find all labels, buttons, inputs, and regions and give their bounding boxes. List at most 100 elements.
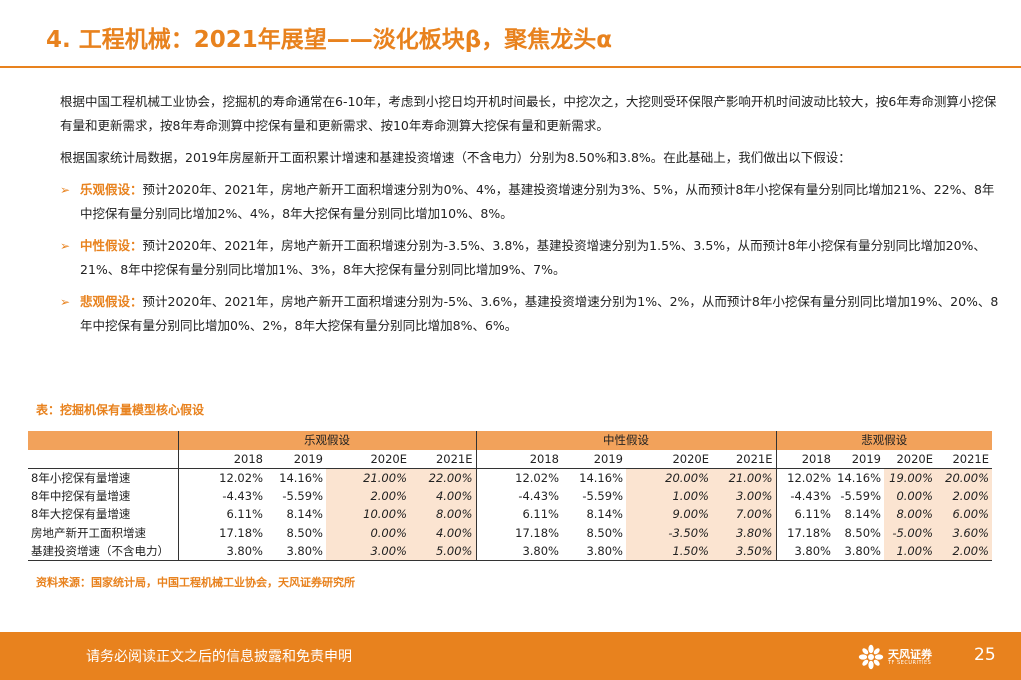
table-cell: -4.43% bbox=[475, 486, 562, 505]
footer-bar: 请务必阅读正文之后的信息披露和免责申明 天风证券 TF SECURITIES 2… bbox=[0, 632, 1021, 680]
paragraph-statistics: 根据国家统计局数据，2019年房屋新开工面积累计增速和基建投资增速（不含电力）分… bbox=[60, 150, 851, 165]
table-cell: 3.00% bbox=[712, 486, 776, 505]
table-cell: 21.00% bbox=[326, 468, 410, 487]
table-cell: 19.00% bbox=[884, 468, 936, 487]
scenario-optimistic-header: 乐观假设 bbox=[177, 431, 476, 450]
table-cell: 8.50% bbox=[844, 525, 881, 540]
table-cell: 8.50% bbox=[286, 525, 323, 540]
table-cell: 1.50% bbox=[626, 542, 712, 561]
table-cell: 6.11% bbox=[177, 505, 266, 524]
year-header: 2018 bbox=[775, 449, 834, 469]
header-blank bbox=[28, 431, 178, 450]
table-cell: -4.43% bbox=[775, 486, 834, 505]
table-cell: 17.18% bbox=[775, 523, 834, 542]
flower-logo-icon bbox=[858, 644, 884, 670]
row-label: 8年中挖保有量增速 bbox=[31, 488, 131, 503]
table-body: 8年小挖保有量增速 12.02% 14.16% 21.00% 22.00% 12.02% 1… bbox=[28, 468, 992, 561]
table-cell: 4.00% bbox=[410, 523, 476, 542]
table-cell: 8.50% bbox=[586, 525, 623, 540]
table-cell: -4.43% bbox=[177, 486, 266, 505]
bullet-lead: 悲观假设： bbox=[80, 294, 143, 309]
logo-subtext: TF SECURITIES bbox=[888, 660, 932, 666]
table-cell: 12.02% bbox=[775, 468, 834, 487]
table-cell: 2.00% bbox=[936, 486, 992, 505]
body-text: 根据中国工程机械工业协会，挖掘机的寿命通常在6-10年，考虑到小挖日均开机时间最… bbox=[60, 90, 1000, 346]
table-cell: 0.00% bbox=[884, 486, 936, 505]
logo-text: 天风证券 bbox=[888, 648, 932, 661]
scenario-neutral-header: 中性假设 bbox=[475, 431, 776, 450]
table-source: 资料来源：国家统计局，中国工程机械工业协会，天风证券研究所 bbox=[36, 576, 355, 589]
table-cell: -3.50% bbox=[626, 523, 712, 542]
table-cell: 4.00% bbox=[410, 486, 476, 505]
assumption-table: 乐观假设 中性假设 悲观假设 2018 2019 2020E 2021E 201… bbox=[28, 431, 992, 561]
table-cell: 8.14% bbox=[286, 507, 323, 522]
table-cell: 1.00% bbox=[884, 542, 936, 561]
table-row: 基建投资增速（不含电力） 3.80% 3.80% 3.00% 5.00% 3.80% 3.8… bbox=[28, 542, 992, 561]
table-cell: -5.59% bbox=[840, 488, 881, 503]
table-cell: 17.18% bbox=[177, 523, 266, 542]
table-cell: 9.00% bbox=[626, 505, 712, 524]
year-header: 2019 bbox=[834, 449, 884, 469]
table-cell: 3.80% bbox=[562, 542, 626, 561]
company-logo: 天风证券 TF SECURITIES bbox=[858, 642, 948, 672]
table-row: 8年小挖保有量增速 12.02% 14.16% 21.00% 22.00% 12.02% 1… bbox=[28, 468, 992, 487]
table-cell: 6.11% bbox=[475, 505, 562, 524]
title-divider bbox=[0, 66, 1021, 68]
row-label: 房地产新开工面积增速 bbox=[31, 525, 146, 540]
row-label: 8年大挖保有量增速 bbox=[31, 507, 131, 522]
page-title: 4. 工程机械：2021年展望——淡化板块β，聚焦龙头α bbox=[46, 27, 613, 53]
table-cell: 7.00% bbox=[712, 505, 776, 524]
table-cell: 14.16% bbox=[579, 470, 623, 485]
year-header: 2021E bbox=[936, 449, 992, 469]
year-header: 2018 bbox=[475, 449, 562, 469]
table-cell: 12.02% bbox=[177, 468, 266, 487]
year-header: 2018 bbox=[177, 449, 266, 469]
table-cell: 3.80% bbox=[834, 542, 884, 561]
table-row: 房地产新开工面积增速 17.18% 8.50% 0.00% 4.00% 17.18% 8.5… bbox=[28, 523, 992, 542]
year-header: 2020E bbox=[326, 449, 410, 469]
table-caption: 表：挖掘机保有量模型核心假设 bbox=[36, 403, 205, 417]
table-cell: 3.60% bbox=[936, 523, 992, 542]
bullet-text: 预计2020年、2021年，房地产新开工面积增速分别为0%、4%，基建投资增速分… bbox=[80, 182, 995, 221]
table-cell: -5.59% bbox=[282, 488, 323, 503]
year-header: 2020E bbox=[626, 449, 712, 469]
bullet-optimistic: ➢ 乐观假设：预计2020年、2021年，房地产新开工面积增速分别为0%、4%，… bbox=[60, 178, 1000, 226]
year-header: 2021E bbox=[410, 449, 476, 469]
table-cell: 8.14% bbox=[844, 507, 881, 522]
disclaimer-text: 请务必阅读正文之后的信息披露和免责申明 bbox=[86, 649, 352, 665]
table-cell: -5.00% bbox=[884, 523, 936, 542]
year-header-blank bbox=[28, 449, 178, 469]
table-cell: 8.00% bbox=[884, 505, 936, 524]
table-cell: 8.00% bbox=[410, 505, 476, 524]
arrow-bullet-icon: ➢ bbox=[60, 183, 71, 197]
table-cell: 21.00% bbox=[712, 468, 776, 487]
table-cell: 3.00% bbox=[326, 542, 410, 561]
table-row: 8年大挖保有量增速 6.11% 8.14% 10.00% 8.00% 6.11% 8.14%… bbox=[28, 505, 992, 524]
arrow-bullet-icon: ➢ bbox=[60, 239, 71, 253]
bullet-neutral: ➢ 中性假设：预计2020年、2021年，房地产新开工面积增速分别为-3.5%、… bbox=[60, 234, 1000, 282]
scenario-pessimistic-header: 悲观假设 bbox=[775, 431, 992, 450]
year-header-row: 2018 2019 2020E 2021E 2018 2019 2020E 20… bbox=[28, 449, 992, 469]
scenario-header-row: 乐观假设 中性假设 悲观假设 bbox=[28, 431, 992, 450]
year-header: 2019 bbox=[266, 449, 326, 469]
table-cell: 1.00% bbox=[626, 486, 712, 505]
arrow-bullet-icon: ➢ bbox=[60, 295, 71, 309]
table-cell: 3.80% bbox=[712, 523, 776, 542]
row-label: 基建投资增速（不含电力） bbox=[28, 542, 178, 561]
year-header: 2021E bbox=[712, 449, 776, 469]
table-cell: 20.00% bbox=[626, 468, 712, 487]
table-cell: 14.16% bbox=[837, 470, 881, 485]
table-cell: 3.50% bbox=[712, 542, 776, 561]
table-cell: 2.00% bbox=[936, 542, 992, 561]
table-cell: 3.80% bbox=[266, 542, 326, 561]
table-cell: 3.80% bbox=[177, 542, 266, 561]
table-cell: 8.14% bbox=[586, 507, 623, 522]
table-cell: 17.18% bbox=[475, 523, 562, 542]
table-cell: 5.00% bbox=[410, 542, 476, 561]
year-header: 2019 bbox=[562, 449, 626, 469]
table-cell: 22.00% bbox=[410, 468, 476, 487]
table-cell: 10.00% bbox=[326, 505, 410, 524]
page-number: 25 bbox=[974, 645, 996, 665]
table-cell: 0.00% bbox=[326, 523, 410, 542]
bullet-lead: 中性假设： bbox=[80, 238, 143, 253]
